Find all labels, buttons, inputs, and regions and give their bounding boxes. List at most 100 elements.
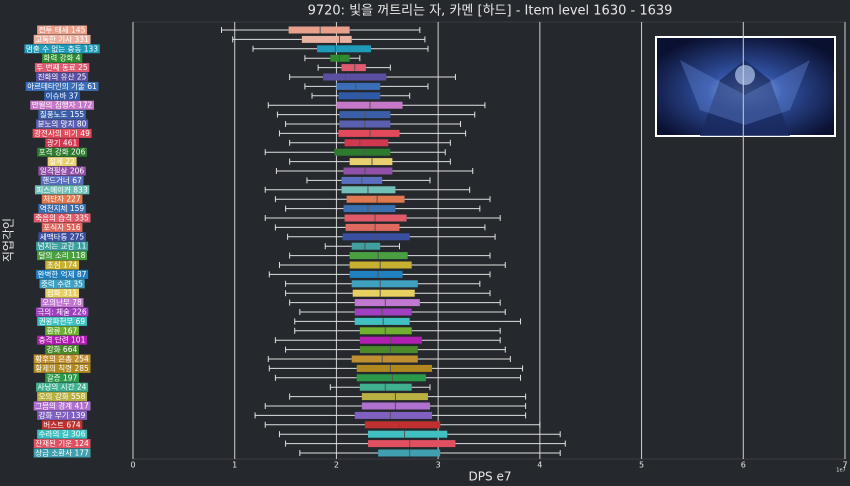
box [345,223,400,231]
category-label-bg [41,222,83,232]
category-label: 죽음의 습격 335 [35,213,89,223]
category-label: 오의난무 78 [42,297,82,307]
box [317,45,372,53]
category-label: 완벽한 억제 87 [38,269,87,279]
box [354,411,433,419]
category-label: 두 번째 동료 25 [36,63,87,72]
category-label: 절제 22 [49,157,75,166]
category-label: 잔재된 기운 124 [35,438,89,448]
x-axis-label: DPS e7 [469,470,512,484]
category-label-bg [41,194,83,204]
box [361,393,428,401]
category-label: 수라의 길 306 [39,429,86,439]
category-label-bg [41,53,83,63]
category-label: 만월의 집행자 172 [32,100,93,110]
category-label-bg [45,260,79,270]
category-label-bg [33,448,91,458]
category-label: 강화 무기 139 [39,410,86,420]
box [330,54,350,62]
x-tick-label: 7 [842,461,847,470]
category-label-bg [45,138,79,148]
category-label: 버스트 674 [43,419,81,429]
box [341,186,396,194]
box [356,364,433,372]
category-label: 이슈바 37 [46,90,79,100]
x-tick-label: 2 [334,461,339,470]
y-axis-label: 직업각인 [2,218,16,262]
box [323,73,387,81]
category-label-bg [36,241,89,251]
x-tick-label: 3 [436,461,441,470]
category-label: 전투 태세 145 [39,25,86,35]
category-label-bg [33,401,91,411]
x-tick-label: 6 [741,461,746,470]
box [354,317,410,325]
category-label-bg [38,232,86,242]
category-label-bg [45,288,79,298]
category-label-bg [38,110,86,120]
box [301,35,352,43]
box [352,289,415,297]
category-label-bg [34,63,90,73]
category-label: 세맥타통 275 [40,231,85,241]
category-label-bg [24,44,100,54]
x-tick-label: 0 [130,461,135,470]
category-label: 황제의 칙령 285 [35,363,89,373]
box [336,82,381,90]
category-label-bg [37,429,88,439]
category-label: 갈증 197 [47,373,78,382]
category-label-bg [34,185,90,195]
category-label-bg [36,269,89,279]
category-label-bg [33,363,91,373]
category-label-bg [40,298,84,308]
box [351,280,418,288]
category-label: 일격필살 206 [40,166,85,176]
box [342,233,410,241]
category-label: 넘치는 교감 11 [38,241,87,251]
category-label: 광전사의 비기 49 [34,128,90,138]
category-label-bg [36,72,89,82]
box [354,308,412,316]
category-label-bg [33,213,91,223]
category-label-bg [45,373,79,383]
plot-area: 0 1 2 3 4 5 6 7 [130,21,848,470]
category-label-bg [37,392,88,402]
box [359,327,412,335]
category-label: 오의 강화 558 [39,391,86,401]
category-label: 점화 311 [47,288,78,298]
category-label: 진화의 유산 25 [38,72,87,82]
category-label: 그믐의 경계 417 [35,401,89,411]
category-label: 피스메이커 833 [36,184,87,194]
category-label: 멈출 수 없는 충동 133 [26,43,98,53]
category-label-bg [36,119,89,129]
box [378,449,441,457]
category-label-bg [25,81,99,91]
category-label: 권왕파천무 69 [39,316,86,326]
box [361,402,431,410]
category-label: 화력 강화 4 [43,53,80,63]
category-label: 광기 461 [47,137,78,147]
box [334,148,391,156]
category-label: 핸드거너 67 [42,175,82,185]
box [354,299,420,307]
box [356,374,426,382]
category-label: 초심 174 [47,260,78,270]
offset-label: 1e7 [836,468,845,474]
category-label: 중력 수련 35 [41,278,83,288]
category-label-bg [37,410,88,420]
category-label-bg [36,382,89,392]
x-tick-label: 5 [639,461,644,470]
category-label-bg [37,316,87,326]
category-label-bg [45,326,79,336]
category-label-bg [37,335,88,345]
box [367,430,448,438]
category-label-bg [39,279,85,289]
category-label: 달의 소리 118 [39,250,86,260]
category-label: 사냥의 시간 24 [38,382,87,392]
category-label-bg [45,345,79,355]
category-label-bg [33,439,91,449]
box [351,242,381,250]
category-label-bg [44,91,81,101]
